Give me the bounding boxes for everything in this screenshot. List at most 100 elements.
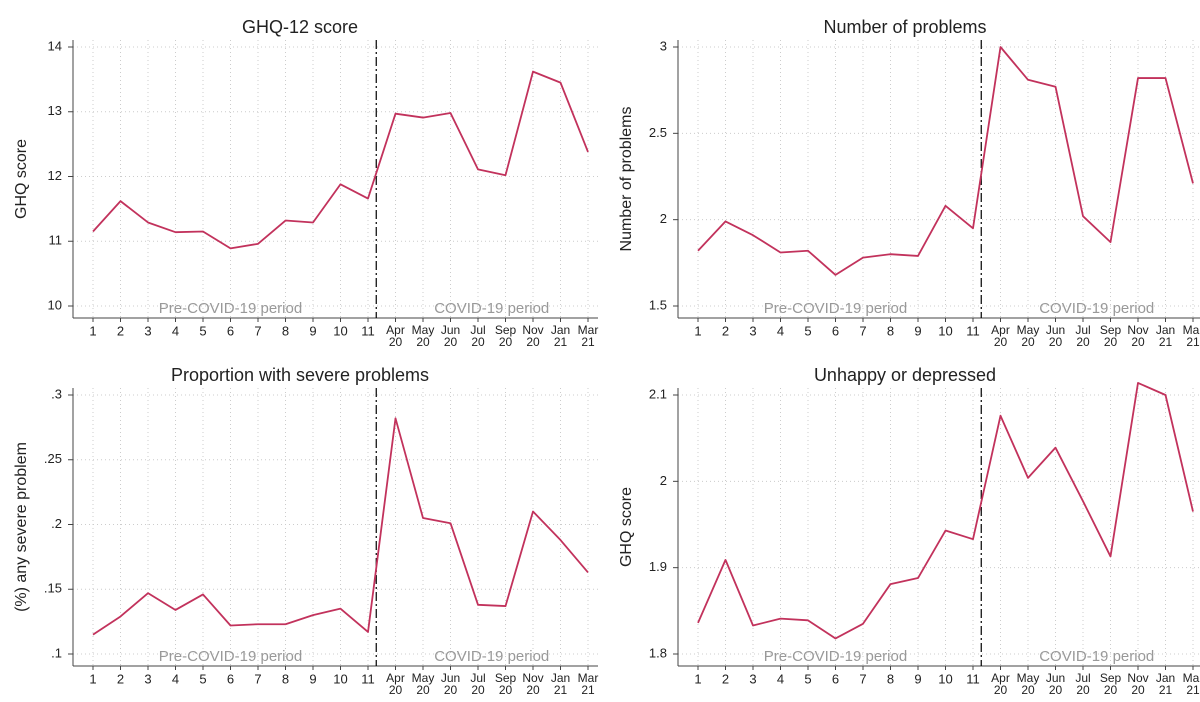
x-tick-label: 2 [117,323,124,338]
x-tick-label: Nov [1127,671,1148,685]
x-tick-label: Sep [1100,323,1122,337]
x-tick-label: 4 [777,671,784,686]
x-tick-label: Apr [991,323,1010,337]
panel-title: GHQ-12 score [242,17,358,37]
y-axis-label: (%) any severe problem [13,442,30,612]
x-tick-label: Nov [1127,323,1148,337]
x-tick-label: Nov [522,323,543,337]
x-tick-label: 3 [144,671,151,686]
x-tick-label: 20 [1076,683,1090,697]
y-tick-label: 14 [48,38,62,53]
y-tick-label: 13 [48,103,62,118]
x-tick-label: 20 [1049,683,1063,697]
x-tick-label: 20 [994,683,1008,697]
x-tick-label: 20 [1021,335,1035,349]
x-tick-label: 2 [722,323,729,338]
x-tick-label: 20 [389,335,403,349]
y-axis-label: GHQ score [13,139,30,219]
x-tick-label: 1 [89,671,96,686]
x-tick-label: 8 [887,323,894,338]
annotation: Pre-COVID-19 period [764,648,907,665]
x-tick-label: 8 [282,323,289,338]
x-tick-label: 5 [199,323,206,338]
x-tick-label: Jun [441,671,460,685]
x-tick-label: 8 [282,671,289,686]
x-tick-label: 10 [333,671,347,686]
x-tick-label: 5 [199,671,206,686]
y-axis-label: Number of problems [618,107,635,252]
x-tick-label: 9 [309,671,316,686]
x-tick-label: Jan [551,671,570,685]
x-tick-label: 10 [333,323,347,338]
x-tick-label: 11 [966,323,980,338]
panel-title: Number of problems [823,17,986,37]
x-tick-label: 10 [938,323,952,338]
x-tick-label: May [1017,323,1040,337]
x-tick-label: 20 [526,335,540,349]
y-tick-label: 2 [660,211,667,226]
x-tick-label: Mar [1183,671,1200,685]
x-tick-label: 11 [966,671,980,686]
x-tick-label: Jul [1075,671,1090,685]
x-tick-label: 2 [117,671,124,686]
x-tick-label: 11 [361,323,375,338]
x-tick-label: Jun [441,323,460,337]
x-tick-label: Sep [495,671,517,685]
y-tick-label: 2.5 [649,125,667,140]
panel: Number of problems Number of problems 1.5 2… [618,17,1200,349]
x-tick-label: 20 [1131,335,1145,349]
y-tick-label: 1.5 [649,297,667,312]
x-tick-label: Jul [470,671,485,685]
x-tick-label: 6 [227,671,234,686]
x-tick-label: 6 [832,323,839,338]
x-tick-label: 20 [444,683,458,697]
x-tick-label: May [1017,671,1040,685]
x-tick-label: 2 [722,671,729,686]
panel: Proportion with severe problems (%) any s… [13,365,598,697]
x-tick-label: Apr [386,323,405,337]
x-tick-label: 4 [172,323,179,338]
y-axis-label: GHQ score [618,487,635,567]
data-line [697,382,1194,640]
x-tick-label: Jan [1156,323,1175,337]
x-tick-label: 20 [416,683,430,697]
data-line [92,70,589,250]
x-tick-label: 1 [694,323,701,338]
data-line [697,46,1194,276]
y-tick-label: .2 [51,516,62,531]
x-tick-label: 9 [309,323,316,338]
y-tick-label: 1.9 [649,559,667,574]
x-tick-label: 7 [254,323,261,338]
x-tick-label: 21 [1186,683,1200,697]
annotation: COVID-19 period [1039,300,1154,317]
x-tick-label: 11 [361,671,375,686]
x-tick-label: 20 [416,335,430,349]
panel-title: Unhappy or depressed [814,365,996,385]
x-tick-label: 3 [749,671,756,686]
x-tick-label: 20 [1104,683,1118,697]
x-tick-label: Jan [1156,671,1175,685]
y-tick-label: 2.1 [649,386,667,401]
x-tick-label: Apr [991,671,1010,685]
x-tick-label: 5 [804,323,811,338]
x-tick-label: Sep [1100,671,1122,685]
x-tick-label: 7 [859,323,866,338]
y-tick-label: .3 [51,386,62,401]
annotation: COVID-19 period [434,300,549,317]
x-tick-label: 20 [1021,683,1035,697]
y-tick-label: .15 [44,581,62,596]
x-tick-label: 3 [749,323,756,338]
x-tick-label: 21 [554,335,568,349]
x-tick-label: Jun [1046,323,1065,337]
x-tick-label: 20 [389,683,403,697]
x-tick-label: 20 [1131,683,1145,697]
x-tick-label: 1 [694,671,701,686]
x-tick-label: Jun [1046,671,1065,685]
y-tick-label: 1.8 [649,645,667,660]
x-tick-label: 21 [1159,335,1173,349]
y-tick-label: 2 [660,473,667,488]
x-tick-label: Jul [1075,323,1090,337]
x-tick-label: May [412,323,435,337]
